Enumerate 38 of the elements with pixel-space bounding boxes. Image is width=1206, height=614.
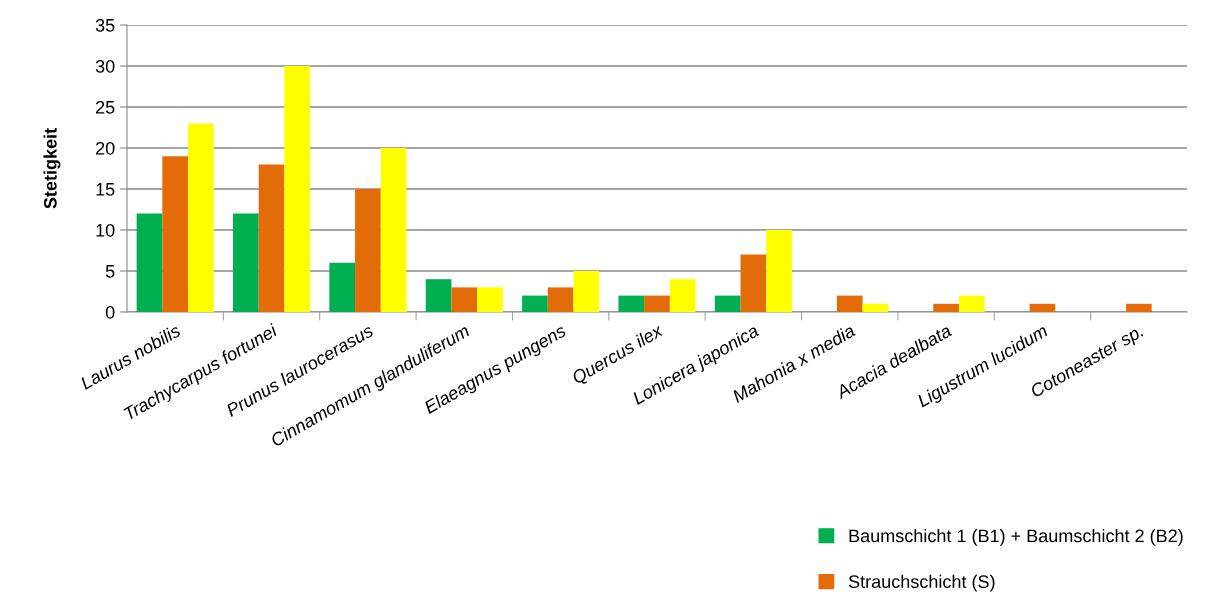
y-tick-label: 30 [95, 59, 115, 73]
bar [958, 295, 985, 312]
bar [522, 295, 548, 312]
bar [644, 295, 670, 312]
bar [836, 295, 863, 312]
legend-label: Strauchschicht (S) [848, 574, 995, 592]
y-axis-title: Stetigkeit [43, 128, 61, 209]
y-tick-label: 25 [96, 100, 115, 114]
y-tick-label: 20 [96, 141, 115, 155]
bar [233, 213, 259, 312]
bar [714, 295, 741, 312]
bar [162, 156, 189, 312]
y-tick-label: 10 [96, 223, 115, 237]
bar [618, 295, 645, 312]
bar [380, 148, 407, 312]
bar [862, 303, 889, 312]
bar [355, 189, 381, 312]
bar [669, 279, 696, 312]
bar [329, 262, 356, 312]
bar [547, 287, 574, 312]
y-tick-label: 15 [96, 183, 115, 196]
bar [1029, 303, 1056, 312]
bar [136, 213, 163, 312]
bar [766, 230, 792, 312]
legend-label: Baumschicht 1 (B1) + Baumschicht 2 (B2) [849, 528, 1183, 546]
bar [258, 164, 285, 312]
bar [188, 123, 214, 312]
bar [1125, 303, 1152, 312]
bar [477, 287, 503, 312]
y-tick-label: 35 [95, 18, 115, 32]
bar [933, 303, 959, 312]
bar [573, 271, 600, 312]
bar [451, 287, 478, 312]
y-tick-label: 0 [105, 305, 115, 319]
y-tick-label: 5 [105, 265, 115, 278]
bar [284, 66, 311, 312]
bar [425, 279, 452, 312]
bar [740, 254, 767, 312]
